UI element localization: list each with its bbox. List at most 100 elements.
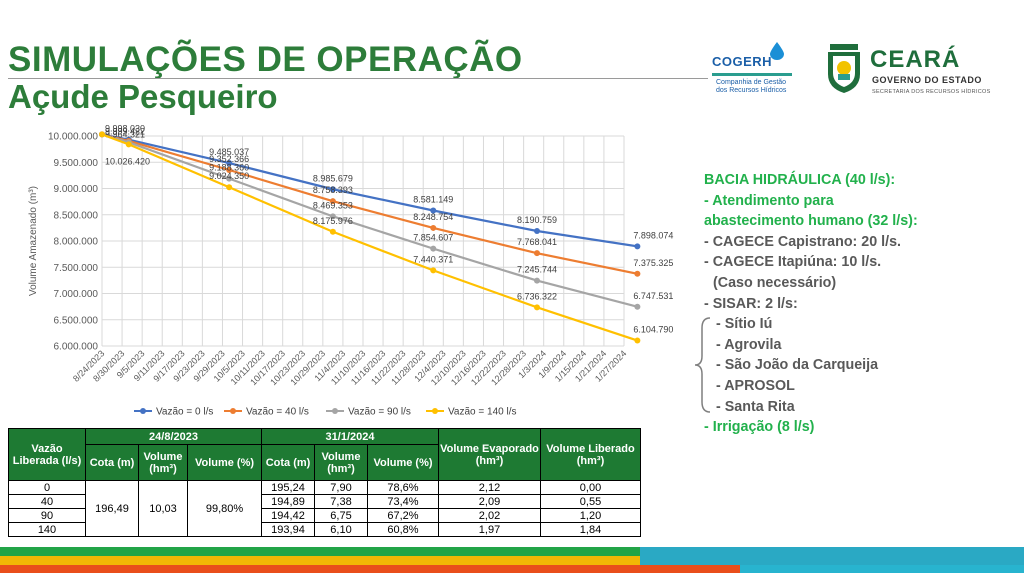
data-label: 9.999.422 bbox=[105, 126, 145, 136]
legend-label: Vazão = 0 l/s bbox=[156, 407, 213, 418]
data-label: 9.024.350 bbox=[209, 171, 249, 181]
cell-lib: 0,55 bbox=[540, 494, 641, 509]
cell-cota: 194,89 bbox=[261, 494, 315, 509]
cogerh-logo-bar bbox=[712, 73, 792, 76]
table-row: 140 193,94 6,10 60,8% 1,97 1,84 bbox=[8, 522, 641, 537]
header-vazao: Vazão Liberada (l/s) bbox=[8, 428, 86, 481]
table-row: 0 196,49 10,03 99,80% 195,24 7,90 78,6% … bbox=[8, 480, 641, 537]
sisar-item: - APROSOL bbox=[716, 377, 795, 394]
cagece-itapiuna-line: - CAGECE Itapiúna: 10 l/s. bbox=[704, 254, 882, 271]
data-label: 8.175.976 bbox=[313, 216, 353, 226]
bacia-heading: BACIA HIDRÁULICA (40 l/s): bbox=[704, 172, 896, 188]
cell-vazao: 0 bbox=[8, 480, 86, 495]
data-point bbox=[329, 213, 336, 220]
cell-volume: 6,10 bbox=[314, 522, 368, 537]
y-tick-label: 10.000.000 bbox=[48, 132, 98, 143]
y-tick-label: 7.000.000 bbox=[54, 289, 99, 300]
legend-marker bbox=[140, 408, 146, 414]
data-label: 6.747.531 bbox=[633, 291, 673, 301]
data-label: 7.854.607 bbox=[413, 233, 453, 243]
data-label: 9.485.037 bbox=[209, 147, 249, 157]
sisar-item: - Santa Rita bbox=[716, 398, 795, 415]
data-point bbox=[226, 167, 233, 174]
cell-vazao: 40 bbox=[8, 494, 86, 509]
ceara-logo-government: GOVERNO DO ESTADO bbox=[872, 75, 982, 85]
data-point bbox=[534, 227, 540, 234]
data-point bbox=[125, 141, 132, 148]
data-label: 10.026.420 bbox=[105, 156, 150, 166]
header-cota-initial: Cota (m) bbox=[85, 444, 139, 481]
cell-cota-initial: 196,49 bbox=[85, 480, 139, 537]
cell-vazao: 140 bbox=[8, 522, 86, 537]
data-label: 7.375.325 bbox=[633, 258, 673, 268]
y-axis-label: Volume Amazenado (m³) bbox=[28, 186, 39, 296]
header-date-initial: 24/8/2023 bbox=[85, 428, 262, 445]
y-tick-label: 8.000.000 bbox=[54, 237, 99, 248]
header-date-final: 31/1/2024 bbox=[261, 428, 439, 445]
cell-volpct: 60,8% bbox=[367, 522, 439, 537]
page-subtitle: Açude Pesqueiro bbox=[8, 78, 278, 115]
data-point bbox=[634, 337, 641, 344]
y-tick-label: 6.000.000 bbox=[54, 342, 99, 353]
header-evaporado: Volume Evaporado (hm³) bbox=[438, 428, 541, 481]
cell-volpct: 73,4% bbox=[367, 494, 439, 509]
sisar-item: - Sítio Iú bbox=[716, 316, 773, 333]
data-point bbox=[329, 186, 336, 193]
cogerh-logo-text: COGERH bbox=[712, 54, 773, 69]
data-label: 7.768.041 bbox=[517, 237, 557, 247]
data-point bbox=[430, 245, 437, 252]
ceara-government-logo: CEARÁ GOVERNO DO ESTADO SECRETARIA DOS R… bbox=[826, 44, 996, 100]
data-point bbox=[226, 184, 233, 191]
volume-chart-svg: 10.000.000 9.500.000 9.000.000 8.500.000 8.0… bbox=[28, 123, 673, 418]
data-label: 8.985.679 bbox=[313, 173, 353, 183]
header-volpct-final: Volume (%) bbox=[367, 444, 439, 481]
data-point bbox=[634, 243, 641, 250]
header-volume-initial: Volume (hm³) bbox=[138, 444, 188, 481]
data-point bbox=[329, 228, 336, 235]
cell-lib: 0,00 bbox=[540, 480, 641, 495]
y-tick-label: 9.000.000 bbox=[54, 184, 99, 195]
data-point bbox=[226, 175, 233, 182]
data-label: 6.104.790 bbox=[633, 324, 673, 334]
data-label: 9.352.366 bbox=[209, 154, 249, 164]
data-point bbox=[534, 277, 540, 284]
header-volume-final: Volume (hm³) bbox=[314, 444, 368, 481]
data-label: 8.248.754 bbox=[413, 212, 453, 222]
legend-marker bbox=[332, 408, 338, 414]
cagece-capistrano-line: - CAGECE Capistrano: 20 l/s. bbox=[704, 233, 902, 250]
data-point bbox=[430, 267, 437, 274]
sisar-line: - SISAR: 2 l/s: bbox=[704, 295, 798, 312]
atendimento-line: - Atendimento para bbox=[704, 192, 834, 209]
header-cota-final: Cota (m) bbox=[261, 444, 315, 481]
cogerh-logo: COGERH Companhia de Gestão dos Recursos … bbox=[712, 42, 798, 102]
sisar-item: - Agrovila bbox=[716, 336, 782, 353]
data-label: 8.190.759 bbox=[517, 215, 557, 225]
data-label: 8.469.353 bbox=[313, 200, 353, 210]
caso-necessario-line: (Caso necessário) bbox=[713, 274, 837, 291]
water-drop-icon bbox=[770, 42, 784, 60]
volume-chart: 10.000.000 9.500.000 9.000.000 8.500.000 8.0… bbox=[6, 118, 686, 423]
cell-lib: 1,84 bbox=[540, 522, 641, 537]
data-point bbox=[634, 303, 641, 310]
data-label: 9.998.030 bbox=[105, 123, 145, 133]
cell-lib: 1,20 bbox=[540, 508, 641, 523]
cogerh-logo-subtitle: Companhia de Gestão dos Recursos Hídrico… bbox=[716, 79, 787, 94]
cell-volume: 7,38 bbox=[314, 494, 368, 509]
data-label: 7.440.371 bbox=[413, 254, 453, 264]
legend-marker bbox=[432, 408, 438, 414]
data-label: 7.898.074 bbox=[633, 230, 673, 240]
data-label: 8.758.393 bbox=[313, 185, 353, 195]
data-point bbox=[329, 198, 336, 205]
data-label: 7.245.744 bbox=[517, 265, 557, 275]
cell-volume: 7,90 bbox=[314, 480, 368, 495]
data-label: 6.736.322 bbox=[517, 291, 557, 301]
cell-cota: 195,24 bbox=[261, 480, 315, 495]
data-point bbox=[99, 131, 105, 138]
y-tick-label: 6.500.000 bbox=[54, 315, 99, 326]
ceara-logo-text: CEARÁ bbox=[870, 46, 961, 73]
cell-volpct-initial: 99,80% bbox=[187, 480, 262, 537]
cell-volpct: 67,2% bbox=[367, 508, 439, 523]
cell-cota: 193,94 bbox=[261, 522, 315, 537]
cell-volume-initial: 10,03 bbox=[138, 480, 188, 537]
cell-evap: 2,02 bbox=[438, 508, 541, 523]
